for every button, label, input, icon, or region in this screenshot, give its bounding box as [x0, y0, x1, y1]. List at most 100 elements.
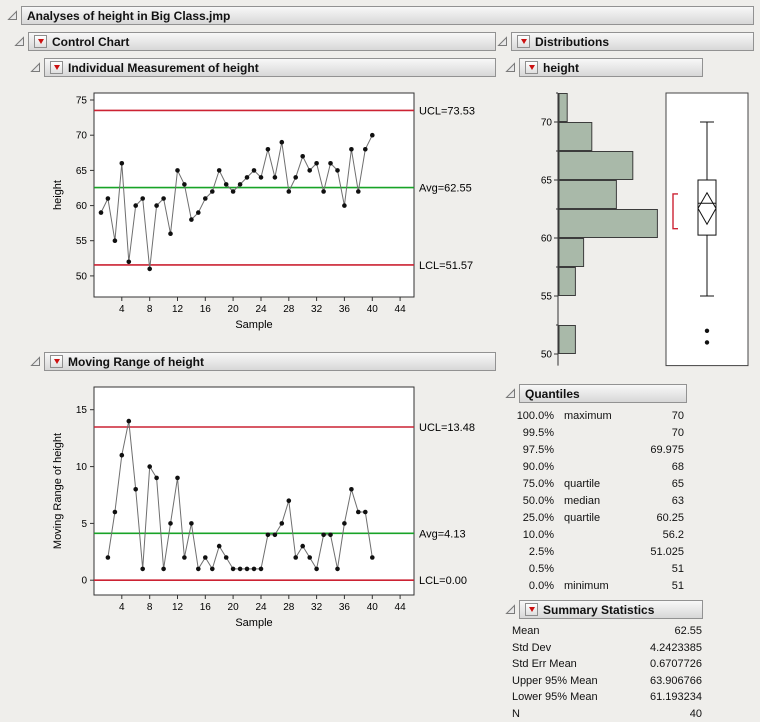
data-point[interactable]	[252, 567, 257, 572]
data-point[interactable]	[328, 161, 333, 166]
data-point[interactable]	[335, 567, 340, 572]
data-point[interactable]	[161, 196, 166, 201]
data-point[interactable]	[127, 260, 132, 265]
distributions-header[interactable]: Distributions	[511, 32, 754, 51]
data-point[interactable]	[217, 544, 222, 549]
data-point[interactable]	[99, 210, 104, 215]
data-point[interactable]	[196, 210, 201, 215]
disclosure-triangle-icon[interactable]	[13, 35, 26, 48]
data-point[interactable]	[210, 189, 215, 194]
data-point[interactable]	[370, 133, 375, 138]
data-point[interactable]	[106, 555, 111, 560]
data-point[interactable]	[307, 168, 312, 173]
disclosure-triangle-icon[interactable]	[6, 9, 19, 22]
outlier-point[interactable]	[705, 340, 709, 344]
data-point[interactable]	[300, 154, 305, 159]
data-point[interactable]	[175, 476, 180, 481]
data-point[interactable]	[314, 161, 319, 166]
data-point[interactable]	[113, 510, 118, 515]
data-point[interactable]	[140, 567, 145, 572]
red-triangle-menu-icon[interactable]	[525, 61, 538, 74]
data-point[interactable]	[231, 189, 236, 194]
red-triangle-menu-icon[interactable]	[50, 61, 63, 74]
data-point[interactable]	[349, 147, 354, 152]
histogram-bar[interactable]	[559, 181, 616, 209]
data-point[interactable]	[335, 168, 340, 173]
data-point[interactable]	[259, 567, 264, 572]
data-point[interactable]	[189, 217, 194, 222]
data-point[interactable]	[106, 196, 111, 201]
data-point[interactable]	[196, 567, 201, 572]
data-point[interactable]	[259, 175, 264, 180]
data-point[interactable]	[238, 182, 243, 187]
data-point[interactable]	[217, 168, 222, 173]
red-triangle-menu-icon[interactable]	[34, 35, 47, 48]
summary-statistics-header[interactable]: Summary Statistics	[519, 600, 703, 619]
data-point[interactable]	[182, 182, 187, 187]
data-point[interactable]	[154, 476, 159, 481]
data-point[interactable]	[293, 555, 298, 560]
height-header[interactable]: height	[519, 58, 703, 77]
data-point[interactable]	[120, 161, 125, 166]
histogram-bar[interactable]	[559, 94, 567, 122]
histogram-bar[interactable]	[559, 326, 575, 354]
histogram-bar[interactable]	[559, 152, 633, 180]
red-triangle-menu-icon[interactable]	[50, 355, 63, 368]
disclosure-triangle-icon[interactable]	[496, 35, 509, 48]
data-point[interactable]	[342, 203, 347, 208]
data-point[interactable]	[161, 567, 166, 572]
data-point[interactable]	[293, 175, 298, 180]
disclosure-triangle-icon[interactable]	[504, 61, 517, 74]
red-triangle-menu-icon[interactable]	[525, 603, 538, 616]
data-point[interactable]	[321, 189, 326, 194]
data-point[interactable]	[140, 196, 145, 201]
data-point[interactable]	[349, 487, 354, 492]
data-point[interactable]	[133, 487, 138, 492]
data-point[interactable]	[238, 567, 243, 572]
data-point[interactable]	[224, 182, 229, 187]
data-point[interactable]	[280, 140, 285, 145]
data-point[interactable]	[168, 231, 173, 236]
histogram-bar[interactable]	[559, 123, 592, 151]
data-point[interactable]	[203, 196, 208, 201]
data-point[interactable]	[307, 555, 312, 560]
data-point[interactable]	[273, 533, 278, 538]
data-point[interactable]	[321, 533, 326, 538]
data-point[interactable]	[113, 238, 118, 243]
data-point[interactable]	[356, 189, 361, 194]
data-point[interactable]	[210, 567, 215, 572]
data-point[interactable]	[287, 498, 292, 503]
data-point[interactable]	[273, 175, 278, 180]
data-point[interactable]	[363, 147, 368, 152]
data-point[interactable]	[182, 555, 187, 560]
data-point[interactable]	[342, 521, 347, 526]
histogram-bar[interactable]	[559, 210, 657, 238]
data-point[interactable]	[328, 533, 333, 538]
disclosure-triangle-icon[interactable]	[504, 603, 517, 616]
disclosure-triangle-icon[interactable]	[29, 355, 42, 368]
data-point[interactable]	[245, 175, 250, 180]
data-point[interactable]	[189, 521, 194, 526]
individual-measurement-header[interactable]: Individual Measurement of height	[44, 58, 496, 77]
control-chart-header[interactable]: Control Chart	[28, 32, 496, 51]
data-point[interactable]	[203, 555, 208, 560]
disclosure-triangle-icon[interactable]	[504, 387, 517, 400]
moving-range-header[interactable]: Moving Range of height	[44, 352, 496, 371]
data-point[interactable]	[300, 544, 305, 549]
data-point[interactable]	[127, 419, 132, 424]
outlier-point[interactable]	[705, 329, 709, 333]
data-point[interactable]	[175, 168, 180, 173]
data-point[interactable]	[147, 267, 152, 272]
data-point[interactable]	[266, 533, 271, 538]
data-point[interactable]	[356, 510, 361, 515]
data-point[interactable]	[314, 567, 319, 572]
disclosure-triangle-icon[interactable]	[29, 61, 42, 74]
data-point[interactable]	[245, 567, 250, 572]
data-point[interactable]	[252, 168, 257, 173]
data-point[interactable]	[168, 521, 173, 526]
